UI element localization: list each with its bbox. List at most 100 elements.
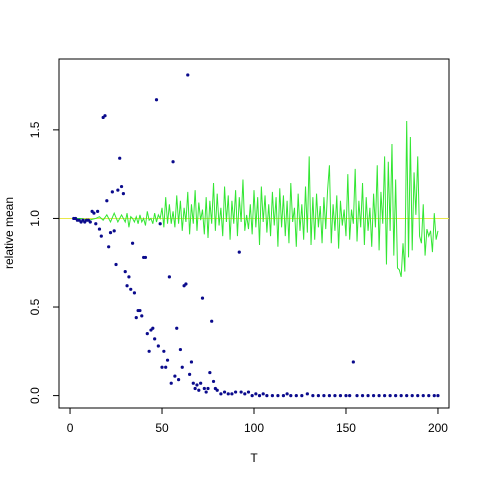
- data-point: [193, 386, 197, 391]
- data-point: [338, 394, 343, 398]
- data-point: [388, 394, 392, 398]
- data-point: [204, 390, 208, 394]
- data-point: [145, 331, 149, 336]
- data-point: [99, 234, 103, 238]
- data-point: [97, 227, 102, 231]
- data-point: [276, 394, 280, 398]
- data-point: [134, 316, 138, 320]
- data-point: [108, 231, 113, 235]
- x-tick-label: 150: [336, 421, 356, 435]
- data-point: [103, 114, 107, 118]
- data-point: [377, 394, 381, 398]
- data-point: [261, 392, 265, 396]
- data-point: [162, 349, 166, 353]
- data-point: [107, 245, 111, 249]
- data-point: [327, 394, 332, 398]
- y-tick-label: 0.5: [28, 298, 42, 315]
- data-point: [129, 287, 133, 291]
- x-tick-label: 100: [244, 421, 264, 435]
- data-point: [123, 269, 127, 274]
- data-point: [125, 284, 129, 288]
- data-point: [189, 360, 194, 364]
- data-point: [421, 394, 425, 398]
- blue-series: [72, 73, 440, 398]
- x-tick-label: 200: [428, 421, 448, 435]
- data-point: [199, 381, 203, 385]
- data-point: [92, 211, 96, 215]
- data-point: [222, 390, 227, 394]
- data-point: [118, 156, 122, 160]
- data-point: [316, 394, 320, 398]
- data-point: [394, 394, 398, 398]
- data-point: [96, 209, 100, 213]
- x-axis: 0 50 100 150 200: [67, 407, 448, 435]
- data-point: [130, 241, 135, 245]
- data-point: [285, 392, 289, 396]
- data-point: [175, 326, 179, 330]
- data-point: [355, 394, 359, 398]
- data-point: [180, 365, 184, 369]
- data-point: [156, 344, 160, 348]
- data-point: [176, 378, 181, 382]
- data-point: [399, 394, 403, 398]
- data-point: [154, 98, 159, 102]
- data-point: [215, 388, 219, 392]
- data-point: [294, 394, 298, 398]
- data-point: [257, 394, 262, 398]
- data-point: [110, 190, 114, 194]
- data-point: [116, 188, 120, 192]
- data-point: [226, 392, 230, 396]
- plot-frame: [58, 58, 450, 409]
- data-point: [169, 381, 173, 385]
- data-point: [219, 392, 223, 396]
- data-point: [250, 394, 254, 398]
- data-point: [206, 386, 210, 391]
- data-point: [239, 390, 243, 394]
- data-point: [202, 386, 206, 391]
- data-point: [197, 388, 201, 392]
- green-series: [73, 121, 439, 278]
- data-point: [208, 370, 212, 375]
- data-point: [383, 394, 387, 398]
- plot-area: [58, 58, 450, 409]
- data-point: [105, 199, 109, 203]
- data-point: [147, 349, 151, 353]
- data-point: [270, 394, 274, 398]
- data-point: [164, 365, 168, 369]
- data-point: [158, 222, 162, 226]
- data-point: [132, 291, 137, 295]
- data-point: [416, 394, 420, 398]
- data-point: [254, 392, 258, 396]
- data-point: [344, 394, 348, 398]
- data-point: [366, 394, 370, 398]
- data-point: [281, 394, 286, 398]
- data-point: [121, 192, 125, 196]
- data-point: [188, 372, 192, 376]
- data-point: [173, 374, 177, 378]
- data-point: [243, 392, 247, 396]
- data-point: [165, 358, 170, 362]
- data-point: [114, 262, 118, 267]
- data-point: [311, 394, 315, 398]
- data-point: [151, 326, 155, 330]
- data-point: [348, 394, 352, 398]
- data-point: [265, 394, 269, 398]
- data-point: [234, 390, 238, 394]
- data-point: [360, 394, 365, 398]
- data-point: [436, 394, 440, 398]
- data-point: [371, 394, 376, 398]
- data-point: [305, 392, 309, 396]
- data-point: [127, 275, 131, 279]
- x-tick-label: 0: [67, 421, 74, 435]
- x-tick-label: 50: [155, 421, 169, 435]
- data-point: [119, 184, 124, 189]
- series-line: [73, 121, 439, 278]
- data-point: [171, 160, 175, 164]
- data-point: [211, 379, 216, 384]
- data-point: [351, 360, 355, 364]
- data-point: [143, 255, 148, 260]
- data-point: [322, 394, 326, 398]
- data-point: [200, 296, 205, 300]
- data-point: [410, 394, 414, 398]
